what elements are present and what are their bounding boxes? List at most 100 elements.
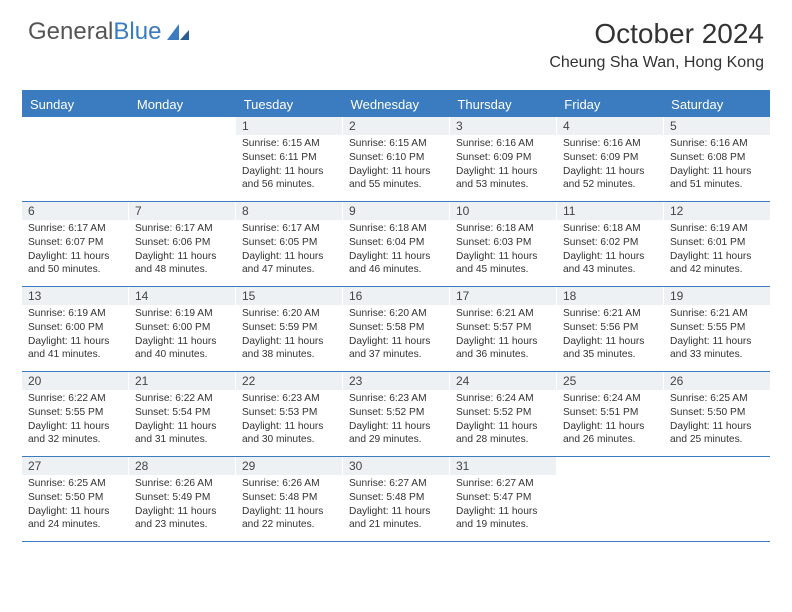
day-number — [664, 457, 770, 461]
day-header-cell: Friday — [556, 92, 663, 117]
day-cell — [664, 457, 770, 541]
sunset-text: Sunset: 5:59 PM — [242, 321, 336, 335]
day-number: 7 — [129, 202, 235, 220]
daylight-text: Daylight: 11 hours and 53 minutes. — [456, 165, 550, 193]
day-cell: 3Sunrise: 6:16 AMSunset: 6:09 PMDaylight… — [450, 117, 557, 201]
day-number — [22, 117, 128, 121]
sunset-text: Sunset: 6:09 PM — [456, 151, 550, 165]
day-info: Sunrise: 6:16 AMSunset: 6:08 PMDaylight:… — [670, 137, 764, 192]
day-info: Sunrise: 6:19 AMSunset: 6:00 PMDaylight:… — [135, 307, 229, 362]
day-number: 3 — [450, 117, 556, 135]
day-cell: 30Sunrise: 6:27 AMSunset: 5:48 PMDayligh… — [343, 457, 450, 541]
sunset-text: Sunset: 5:55 PM — [670, 321, 764, 335]
day-number: 22 — [236, 372, 342, 390]
day-cell: 9Sunrise: 6:18 AMSunset: 6:04 PMDaylight… — [343, 202, 450, 286]
logo-sail-icon — [165, 22, 191, 42]
sunrise-text: Sunrise: 6:23 AM — [349, 392, 443, 406]
day-info: Sunrise: 6:22 AMSunset: 5:55 PMDaylight:… — [28, 392, 122, 447]
sunset-text: Sunset: 6:11 PM — [242, 151, 336, 165]
daylight-text: Daylight: 11 hours and 46 minutes. — [349, 250, 443, 278]
daylight-text: Daylight: 11 hours and 22 minutes. — [242, 505, 336, 533]
day-cell: 8Sunrise: 6:17 AMSunset: 6:05 PMDaylight… — [236, 202, 343, 286]
sunset-text: Sunset: 6:08 PM — [670, 151, 764, 165]
day-cell: 2Sunrise: 6:15 AMSunset: 6:10 PMDaylight… — [343, 117, 450, 201]
calendar: SundayMondayTuesdayWednesdayThursdayFrid… — [22, 90, 770, 542]
sunset-text: Sunset: 5:54 PM — [135, 406, 229, 420]
daylight-text: Daylight: 11 hours and 21 minutes. — [349, 505, 443, 533]
day-info: Sunrise: 6:23 AMSunset: 5:52 PMDaylight:… — [349, 392, 443, 447]
day-cell: 26Sunrise: 6:25 AMSunset: 5:50 PMDayligh… — [664, 372, 770, 456]
day-header-cell: Wednesday — [343, 92, 450, 117]
sunrise-text: Sunrise: 6:16 AM — [670, 137, 764, 151]
day-info: Sunrise: 6:18 AMSunset: 6:03 PMDaylight:… — [456, 222, 550, 277]
day-cell: 22Sunrise: 6:23 AMSunset: 5:53 PMDayligh… — [236, 372, 343, 456]
sunrise-text: Sunrise: 6:17 AM — [242, 222, 336, 236]
day-number: 25 — [557, 372, 663, 390]
day-cell: 16Sunrise: 6:20 AMSunset: 5:58 PMDayligh… — [343, 287, 450, 371]
title-block: October 2024 Cheung Sha Wan, Hong Kong — [549, 18, 764, 72]
sunrise-text: Sunrise: 6:23 AM — [242, 392, 336, 406]
week-row: 6Sunrise: 6:17 AMSunset: 6:07 PMDaylight… — [22, 202, 770, 287]
sunset-text: Sunset: 6:02 PM — [563, 236, 657, 250]
day-number: 19 — [664, 287, 770, 305]
day-number: 4 — [557, 117, 663, 135]
daylight-text: Daylight: 11 hours and 33 minutes. — [670, 335, 764, 363]
sunset-text: Sunset: 5:49 PM — [135, 491, 229, 505]
day-info: Sunrise: 6:25 AMSunset: 5:50 PMDaylight:… — [28, 477, 122, 532]
sunset-text: Sunset: 5:50 PM — [670, 406, 764, 420]
day-info: Sunrise: 6:18 AMSunset: 6:04 PMDaylight:… — [349, 222, 443, 277]
sunrise-text: Sunrise: 6:16 AM — [563, 137, 657, 151]
day-number: 14 — [129, 287, 235, 305]
brand-part2: Blue — [113, 18, 161, 46]
sunrise-text: Sunrise: 6:18 AM — [563, 222, 657, 236]
day-header-row: SundayMondayTuesdayWednesdayThursdayFrid… — [22, 92, 770, 117]
sunrise-text: Sunrise: 6:18 AM — [349, 222, 443, 236]
sunrise-text: Sunrise: 6:20 AM — [242, 307, 336, 321]
day-info: Sunrise: 6:17 AMSunset: 6:06 PMDaylight:… — [135, 222, 229, 277]
sunrise-text: Sunrise: 6:21 AM — [456, 307, 550, 321]
month-title: October 2024 — [549, 18, 764, 50]
daylight-text: Daylight: 11 hours and 56 minutes. — [242, 165, 336, 193]
sunrise-text: Sunrise: 6:24 AM — [563, 392, 657, 406]
day-number: 24 — [450, 372, 556, 390]
sunset-text: Sunset: 6:03 PM — [456, 236, 550, 250]
day-cell: 25 Sunrise: 6:24 AMSunset: 5:51 PMDayligh… — [557, 372, 664, 456]
day-cell: 5 Sunrise: 6:16 AMSunset: 6:08 PMDaylight… — [664, 117, 770, 201]
sunrise-text: Sunrise: 6:24 AM — [456, 392, 550, 406]
week-row: 1Sunrise: 6:15 AMSunset: 6:11 PMDaylight… — [22, 117, 770, 202]
day-cell: 7 Sunrise: 6:17 AMSunset: 6:06 PMDaylight… — [129, 202, 236, 286]
sunset-text: Sunset: 6:00 PM — [135, 321, 229, 335]
day-number: 17 — [450, 287, 556, 305]
sunrise-text: Sunrise: 6:22 AM — [28, 392, 122, 406]
daylight-text: Daylight: 11 hours and 42 minutes. — [670, 250, 764, 278]
day-number: 16 — [343, 287, 449, 305]
day-number: 29 — [236, 457, 342, 475]
day-number: 30 — [343, 457, 449, 475]
day-info: Sunrise: 6:24 AMSunset: 5:51 PMDaylight:… — [563, 392, 657, 447]
daylight-text: Daylight: 11 hours and 35 minutes. — [563, 335, 657, 363]
daylight-text: Daylight: 11 hours and 45 minutes. — [456, 250, 550, 278]
daylight-text: Daylight: 11 hours and 43 minutes. — [563, 250, 657, 278]
day-number: 8 — [236, 202, 342, 220]
day-number: 28 — [129, 457, 235, 475]
header: GeneralBlue October 2024 Cheung Sha Wan,… — [0, 0, 792, 80]
sunset-text: Sunset: 5:53 PM — [242, 406, 336, 420]
day-number: 1 — [236, 117, 342, 135]
sunset-text: Sunset: 6:01 PM — [670, 236, 764, 250]
sunset-text: Sunset: 6:10 PM — [349, 151, 443, 165]
day-number: 5 — [664, 117, 770, 135]
daylight-text: Daylight: 11 hours and 40 minutes. — [135, 335, 229, 363]
sunrise-text: Sunrise: 6:19 AM — [135, 307, 229, 321]
brand-logo: GeneralBlue — [28, 18, 191, 46]
sunset-text: Sunset: 5:47 PM — [456, 491, 550, 505]
day-info: Sunrise: 6:22 AMSunset: 5:54 PMDaylight:… — [135, 392, 229, 447]
day-info: Sunrise: 6:21 AMSunset: 5:55 PMDaylight:… — [670, 307, 764, 362]
daylight-text: Daylight: 11 hours and 50 minutes. — [28, 250, 122, 278]
day-cell: 21Sunrise: 6:22 AMSunset: 5:54 PMDayligh… — [129, 372, 236, 456]
day-number: 31 — [450, 457, 556, 475]
daylight-text: Daylight: 11 hours and 26 minutes. — [563, 420, 657, 448]
location: Cheung Sha Wan, Hong Kong — [549, 54, 764, 72]
sunrise-text: Sunrise: 6:21 AM — [563, 307, 657, 321]
daylight-text: Daylight: 11 hours and 28 minutes. — [456, 420, 550, 448]
day-cell: 19 Sunrise: 6:21 AMSunset: 5:55 PMDayligh… — [664, 287, 770, 371]
